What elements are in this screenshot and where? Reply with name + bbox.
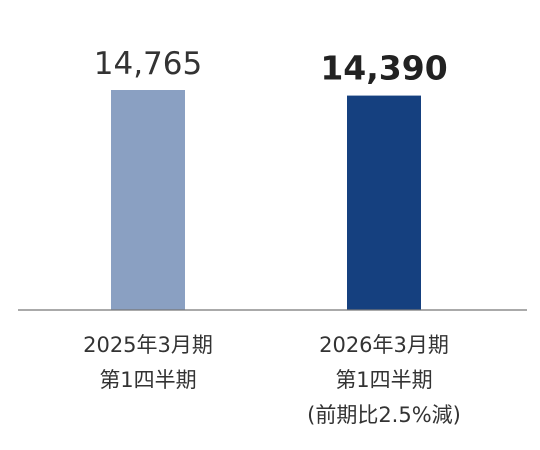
category-label-1-line-1: 第1四半期 xyxy=(335,368,432,392)
data-label-0: 14,765 xyxy=(94,46,202,82)
data-label-1: 14,390 xyxy=(320,49,447,88)
category-label-1-line-2: (前期比2.5%減) xyxy=(307,403,461,427)
category-label-0-line-1: 第1四半期 xyxy=(99,368,196,392)
value-labels-group: 14,765 14,390 xyxy=(94,46,448,88)
category-label-1-line-0: 2026年3月期 xyxy=(319,333,449,357)
category-label-0-line-0: 2025年3月期 xyxy=(83,333,213,357)
bars-group xyxy=(111,90,421,310)
bar-1 xyxy=(347,95,421,310)
bar-0 xyxy=(111,90,185,310)
